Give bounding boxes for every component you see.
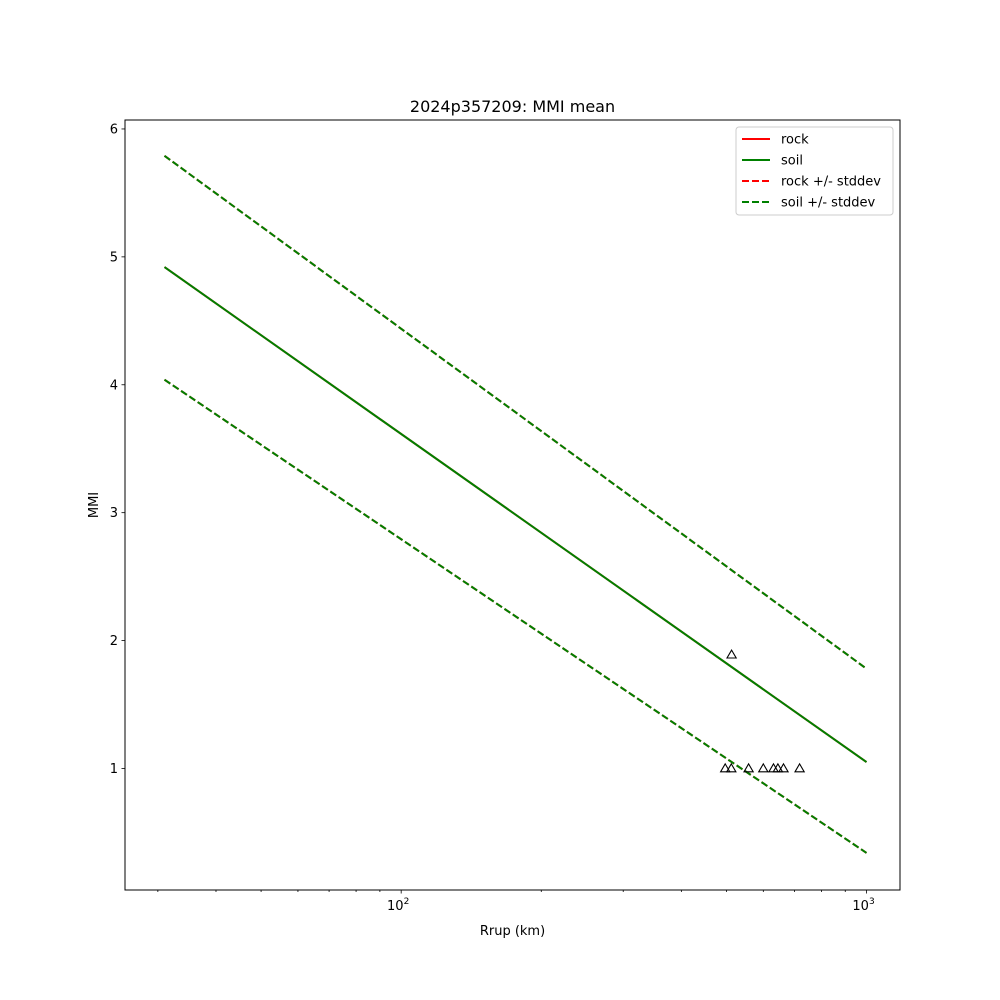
chart-title: 2024p357209: MMI mean [410, 97, 615, 116]
legend: rock soil rock +/- stddev soil +/- stddev [735, 126, 894, 216]
series-line-2 [163, 266, 868, 763]
legend-label-4: soil +/- stddev [781, 196, 876, 211]
y-tick-label: 1 [110, 762, 118, 777]
plot-frame [124, 119, 901, 891]
series-line-4-lower [163, 378, 868, 854]
plot-area [163, 154, 868, 854]
x-tick-label: 103 [852, 897, 874, 914]
y-tick-label: 5 [110, 250, 118, 265]
observation-marker-4 [743, 762, 755, 773]
observation-marker-2 [719, 762, 731, 773]
legend-label-3: rock +/- stddev [781, 175, 881, 190]
x-axis: 102 103 [157, 890, 875, 914]
x-axis-label: Rrup (km) [480, 924, 545, 939]
y-axis: 1 2 3 4 5 6 [110, 122, 125, 777]
series-line-4 [163, 154, 868, 670]
observation-marker-5 [757, 762, 769, 773]
observation-marker-8 [777, 762, 790, 773]
y-tick-label: 3 [110, 506, 118, 521]
x-tick-label: 102 [387, 897, 409, 914]
y-tick-label: 6 [110, 122, 118, 137]
legend-box [735, 126, 894, 216]
y-tick-label: 2 [110, 634, 118, 649]
legend-label-2: soil [781, 154, 803, 169]
observation-marker-7 [772, 762, 784, 773]
observation-marker-9 [794, 762, 806, 773]
y-tick-label: 4 [110, 378, 118, 393]
observation-marker-3 [725, 762, 737, 773]
observation-marker-1 [726, 649, 738, 659]
legend-label-1: rock [781, 133, 809, 148]
y-axis-label: MMI [87, 492, 102, 518]
